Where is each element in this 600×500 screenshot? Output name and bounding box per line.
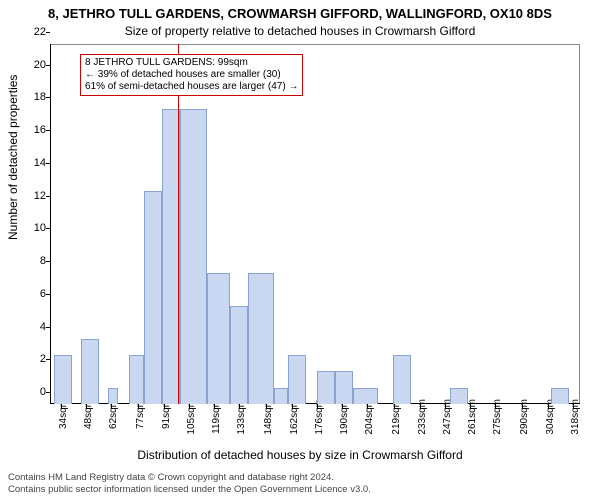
y-tick: 14	[22, 157, 46, 169]
x-tick-label: 148sqm	[263, 399, 274, 435]
histogram-bar	[335, 371, 353, 404]
footer-line2: Contains public sector information licen…	[8, 484, 592, 496]
x-tick-label: 176sqm	[314, 399, 325, 435]
histogram-bar	[288, 355, 306, 404]
x-tick-label: 233sqm	[417, 399, 428, 435]
y-tick: 8	[22, 255, 46, 267]
y-tick: 16	[22, 124, 46, 136]
title-main: 8, JETHRO TULL GARDENS, CROWMARSH GIFFOR…	[0, 6, 600, 21]
reference-line	[178, 44, 179, 404]
x-tick-label: 219sqm	[391, 399, 402, 435]
y-tick: 12	[22, 190, 46, 202]
footer: Contains HM Land Registry data © Crown c…	[8, 472, 592, 496]
x-tick-label: 318sqm	[570, 399, 581, 435]
x-tick-label: 133sqm	[236, 399, 247, 435]
histogram-bar	[450, 388, 468, 404]
histogram-bar	[207, 273, 230, 404]
y-tick: 0	[22, 386, 46, 398]
y-axis-label: Number of detached properties	[6, 75, 20, 240]
y-tick: 18	[22, 91, 46, 103]
x-tick-label: 204sqm	[364, 399, 375, 435]
histogram-bar	[317, 371, 335, 404]
histogram-bar	[248, 273, 273, 404]
histogram-bar	[81, 339, 99, 404]
histogram-bar	[108, 388, 119, 404]
histogram-bar	[54, 355, 72, 404]
annotation-box: 8 JETHRO TULL GARDENS: 99sqm← 39% of det…	[80, 54, 303, 96]
x-tick-label: 190sqm	[339, 399, 350, 435]
y-tick: 4	[22, 321, 46, 333]
x-tick-label: 162sqm	[289, 399, 300, 435]
plot-border	[50, 44, 580, 404]
y-tick: 10	[22, 222, 46, 234]
annotation-line1: 8 JETHRO TULL GARDENS: 99sqm	[85, 57, 298, 69]
histogram-bar	[393, 355, 411, 404]
histogram-bar	[551, 388, 569, 404]
x-tick-label: 290sqm	[519, 399, 530, 435]
x-tick-label: 119sqm	[211, 399, 222, 434]
y-tick: 6	[22, 288, 46, 300]
x-tick-label: 275sqm	[492, 399, 503, 435]
histogram-bar	[353, 388, 378, 404]
footer-line1: Contains HM Land Registry data © Crown c…	[8, 472, 592, 484]
histogram-bar	[129, 355, 143, 404]
histogram-bar	[180, 109, 207, 404]
title-sub: Size of property relative to detached ho…	[0, 24, 600, 38]
plot-area: 024681012141618202234sqm48sqm62sqm77sqm9…	[50, 44, 580, 404]
x-tick-label: 304sqm	[545, 399, 556, 435]
annotation-line3: 61% of semi-detached houses are larger (…	[85, 81, 298, 93]
y-tick: 20	[22, 59, 46, 71]
histogram-bar	[144, 191, 162, 404]
y-tick: 2	[22, 353, 46, 365]
histogram-bar	[274, 388, 288, 404]
annotation-line2: ← 39% of detached houses are smaller (30…	[85, 69, 298, 81]
x-tick-label: 261sqm	[467, 399, 478, 435]
x-tick-label: 247sqm	[442, 399, 453, 435]
y-axis	[50, 44, 51, 404]
histogram-bar	[230, 306, 248, 404]
x-tick-label: 105sqm	[186, 399, 197, 435]
x-axis-label: Distribution of detached houses by size …	[0, 448, 600, 462]
y-tick: 22	[22, 26, 46, 38]
chart-container: 8, JETHRO TULL GARDENS, CROWMARSH GIFFOR…	[0, 0, 600, 500]
